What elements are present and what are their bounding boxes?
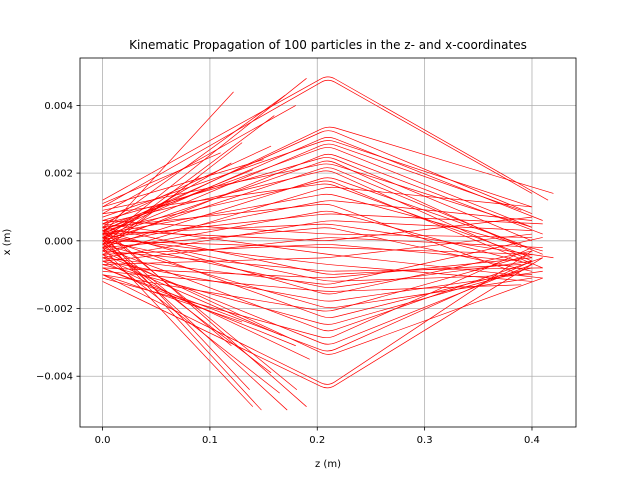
particle-trajectory-36 — [102, 226, 522, 275]
particle-trajectory-50 — [102, 254, 533, 345]
particle-trajectory-65 — [102, 169, 253, 231]
particle-trajectory-76 — [102, 267, 296, 347]
particle-trajectory-73 — [102, 230, 298, 391]
particle-trajectory-29 — [102, 216, 533, 241]
x-axis-label: z (m) — [315, 459, 341, 470]
particle-trajectory-54 — [102, 257, 543, 389]
particle-trajectory-9 — [102, 153, 543, 245]
particle-trajectory-5 — [102, 137, 543, 235]
particle-trajectory-2 — [102, 79, 533, 208]
particle-trajectory-37 — [102, 257, 533, 279]
particle-trajectory-41 — [102, 270, 522, 292]
particle-trajectory-38 — [102, 233, 532, 282]
particle-trajectory-10 — [102, 157, 533, 242]
particle-trajectory-40 — [102, 240, 533, 288]
particle-trajectory-25 — [102, 223, 554, 259]
particle-trajectory-23 — [102, 213, 543, 238]
particle-trajectory-67 — [102, 237, 262, 411]
particle-trajectory-12 — [102, 163, 533, 228]
particle-trajectory-64 — [102, 176, 200, 248]
particle-trajectory-55 — [102, 91, 234, 235]
particle-trajectory-20 — [102, 200, 533, 245]
particle-trajectory-28 — [102, 237, 543, 262]
particle-trajectory-34 — [102, 237, 533, 282]
particle-trajectory-79 — [102, 274, 243, 323]
particle-trajectory-57 — [102, 94, 286, 228]
particle-trajectory-18 — [102, 186, 533, 255]
particle-trajectory-27 — [102, 220, 532, 238]
particle-trajectory-68 — [102, 227, 307, 407]
particle-trajectory-61 — [102, 145, 272, 225]
y-tick-label: −0.002 — [36, 304, 73, 315]
chart-title: Kinematic Propagation of 100 particles i… — [129, 38, 527, 52]
particle-trajectory-1 — [102, 76, 549, 201]
particle-trajectory-17 — [102, 183, 533, 259]
particle-trajectory-47 — [102, 264, 522, 325]
y-tick-label: 0.004 — [44, 101, 73, 112]
particle-trajectory-53 — [102, 250, 533, 385]
grid-lines — [80, 58, 576, 427]
particle-trajectory-42 — [102, 230, 533, 295]
particle-trajectory-22 — [102, 210, 533, 265]
particle-trajectory-66 — [102, 152, 221, 204]
particle-trajectory-35 — [102, 250, 543, 272]
particle-trajectory-46 — [102, 237, 533, 318]
particle-trajectory-11 — [102, 160, 522, 248]
particle-trajectory-16 — [102, 180, 543, 269]
particle-trajectory-51 — [102, 260, 533, 352]
particle-trajectory-52 — [102, 250, 543, 355]
y-axis-label: x (m) — [2, 229, 13, 256]
particle-trajectory-43 — [102, 260, 543, 302]
particle-trajectory-49 — [102, 247, 533, 339]
particle-trajectory-30 — [102, 244, 522, 262]
y-tick-label: −0.004 — [36, 372, 73, 383]
particle-trajectory-19 — [102, 193, 543, 252]
particle-trajectory-69 — [102, 240, 288, 411]
particle-trajectory-39 — [102, 237, 543, 285]
particle-trajectory-77 — [102, 237, 232, 347]
particle-trajectory-31 — [102, 240, 532, 255]
particle-trajectory-21 — [102, 203, 522, 275]
particle-trajectory-6 — [102, 140, 533, 218]
x-axis-ticks: 0.0 0.1 0.2 0.3 0.4 — [95, 427, 540, 446]
x-tick-label: 0.2 — [309, 435, 325, 446]
particle-trajectory-8 — [102, 147, 533, 228]
particle-trajectory-13 — [102, 167, 543, 255]
x-tick-label: 0.4 — [524, 435, 540, 446]
particle-trajectory-78 — [102, 257, 282, 336]
x-tick-label: 0.0 — [95, 435, 111, 446]
particle-trajectory-45 — [102, 254, 533, 312]
particle-trajectory-63 — [102, 159, 264, 208]
x-tick-label: 0.3 — [417, 435, 433, 446]
x-tick-label: 0.1 — [202, 435, 218, 446]
particle-trajectory-59 — [102, 105, 296, 215]
trajectory-lines — [102, 76, 554, 411]
particle-trajectory-32 — [102, 223, 543, 279]
particle-trajectory-14 — [102, 170, 533, 262]
y-tick-label: 0.002 — [44, 169, 73, 180]
particle-trajectory-33 — [102, 233, 533, 265]
particle-trajectory-3 — [102, 126, 554, 235]
particle-trajectory-44 — [102, 243, 533, 309]
particle-trajectory-4 — [102, 130, 533, 231]
particle-trajectory-72 — [102, 254, 280, 394]
particle-trajectory-58 — [102, 115, 275, 245]
y-axis-ticks: −0.004 −0.002 0.000 0.002 0.004 — [36, 101, 80, 383]
particle-trajectory-15 — [102, 177, 522, 248]
particle-trajectory-48 — [102, 247, 543, 332]
y-tick-label: 0.000 — [44, 236, 73, 247]
plot-frame — [79, 57, 577, 428]
particle-trajectory-7 — [102, 143, 522, 238]
particle-trajectory-24 — [102, 220, 532, 259]
particle-trajectory-26 — [102, 227, 533, 272]
